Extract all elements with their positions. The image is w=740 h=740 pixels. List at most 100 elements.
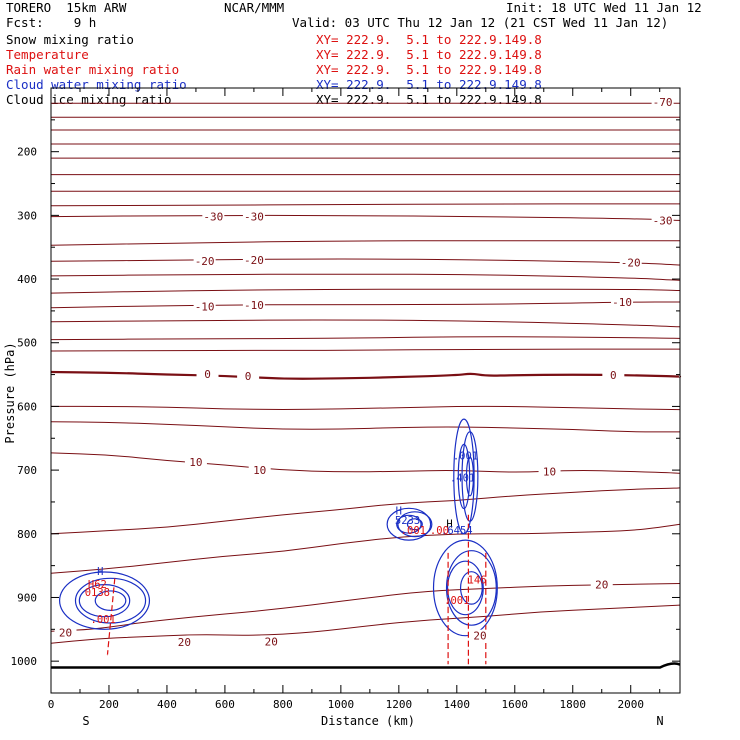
temperature-contour-17 (50, 203, 681, 207)
cloud-water-contour-0-0 (58, 571, 151, 630)
y-tick-label-5: 700 (17, 464, 37, 477)
x-tick-label-9: 1800 (560, 698, 587, 711)
temperature-contour-13 (50, 273, 681, 281)
temperature-label-bg-0 (651, 96, 674, 109)
temperature-label-bg-17 (173, 636, 196, 649)
cloud-water-contour-1-2 (446, 560, 484, 616)
temperature-contour-16 (50, 214, 681, 221)
temperature-label-6: -20 (621, 256, 641, 269)
temperature-label-9: -10 (612, 296, 632, 309)
temperature-label-7: -10 (195, 300, 215, 313)
temperature-label-bg-7 (193, 300, 216, 313)
cloud-water-contours (58, 418, 498, 637)
temperature-label-bg-6 (619, 256, 642, 269)
temperature-label-2: -30 (244, 211, 264, 224)
field-xy-snow: XY= 222.9. 5.1 to 222.9.149.8 (316, 32, 542, 47)
contour-labels: -70 -30 -30 -30 -20 -20 -20 -10 -10 -10 0 0 0 10 10 10 2… (54, 96, 674, 649)
valid-time: Valid: 03 UTC Thu 12 Jan 12 (21 CST Wed … (292, 15, 669, 30)
x-tick-label-0: 0 (48, 698, 55, 711)
x-tick-label-5: 1000 (328, 698, 355, 711)
cloud-water-contour-1-3 (459, 571, 483, 605)
temperature-label-20: 20 (473, 630, 486, 643)
field-name-temperature: Temperature (6, 47, 89, 62)
rain-label-4: .001 (91, 614, 116, 626)
temperature-label-14: 10 (253, 464, 266, 477)
cloud-label-6: .401 (450, 473, 475, 485)
x-tick-label-3: 600 (215, 698, 235, 711)
temperature-label-bg-10 (196, 367, 219, 380)
temperature-label-8: -10 (244, 299, 264, 312)
x-end-label-right: N (656, 714, 663, 728)
x-axis-label: Distance (km) (321, 714, 415, 728)
field-xy-temperature: XY= 222.9. 5.1 to 222.9.149.8 (316, 47, 542, 62)
temperature-label-bg-13 (184, 455, 207, 468)
temperature-contour-12 (50, 288, 681, 294)
x-tick-label-7: 1400 (444, 698, 471, 711)
temperature-contour-6 (51, 405, 681, 411)
cloud-water-contour-2-1 (397, 511, 433, 538)
temperature-label-bg-8 (242, 299, 265, 312)
cloud-label-0: H (97, 566, 103, 578)
init-time: Init: 18 UTC Wed 11 Jan 12 (506, 0, 702, 15)
temperature-label-bg-12 (602, 369, 625, 382)
rain-label-3: .001 (444, 595, 469, 607)
y-tick-label-4: 600 (17, 400, 37, 413)
cloud-label-1: H (396, 506, 402, 518)
temperature-label-17: 20 (178, 636, 191, 649)
cloud-label-4: .6454 (441, 525, 473, 537)
run-title: TORERO 15km ARW (6, 0, 127, 15)
temperature-contour-7 (50, 370, 682, 380)
cloud-label-3: H (446, 518, 452, 530)
cloud-water-contour-0-1 (74, 577, 147, 624)
rain-label-5: H62 (88, 579, 107, 591)
cloud-water-contour-1-0 (432, 539, 498, 637)
temperature-contour-0 (50, 583, 681, 632)
temperature-label-bg-20 (468, 629, 491, 642)
temperature-contour-9 (50, 336, 681, 341)
ground-line (51, 662, 681, 669)
x-end-label-left: S (82, 714, 89, 728)
temperature-contour-14 (50, 258, 681, 266)
temperature-label-10: 0 (204, 368, 211, 381)
y-tick-label-2: 400 (17, 273, 37, 286)
cloud-water-contour-0-3 (94, 590, 127, 612)
temperature-contour-15 (50, 240, 681, 246)
y-tick-label-3: 500 (17, 337, 37, 350)
x-tick-label-10: 2000 (617, 698, 644, 711)
field-name-rain: Rain water mixing ratio (6, 62, 180, 77)
temperature-contour-1 (50, 604, 681, 644)
temperature-label-3: -30 (653, 214, 673, 227)
rain-water-contours (106, 514, 487, 665)
cloud-label-2: 5233 (395, 515, 420, 527)
temperature-label-bg-16 (54, 626, 77, 639)
x-tick-label-1: 200 (99, 698, 119, 711)
temperature-label-4: -20 (195, 255, 215, 268)
center-label: NCAR/MMM (224, 0, 285, 15)
axes: 0 200 400 600 800 1000 1200 1400 1600 1800 2000200… (11, 87, 681, 711)
temperature-label-bg-4 (193, 255, 216, 268)
forecast-hour: Fcst: 9 h (6, 15, 97, 30)
temperature-label-19: 20 (595, 579, 608, 592)
temperature-label-18: 20 (265, 635, 278, 648)
temperature-label-bg-19 (590, 578, 613, 591)
temperature-contour-10 (50, 319, 681, 328)
temperature-label-bg-14 (248, 464, 271, 477)
cloud-water-contour-3-2 (457, 443, 471, 510)
temperature-label-1: -30 (203, 211, 223, 224)
temperature-label-13: 10 (189, 456, 202, 469)
y-tick-label-6: 800 (17, 528, 37, 541)
y-tick-label-7: 900 (17, 591, 37, 604)
rain-label-0: .001 (401, 525, 426, 537)
temperature-contour-3 (50, 487, 681, 535)
y-tick-label-0: 200 (17, 146, 37, 159)
temperature-label-bg-3 (651, 214, 674, 227)
temperature-label-bg-5 (242, 253, 265, 266)
cloud-water-contour-1-1 (445, 550, 497, 626)
field-xy-rain: XY= 222.9. 5.1 to 222.9.149.8 (316, 62, 542, 77)
y-tick-label-1: 300 (17, 209, 37, 222)
temperature-label-15: 10 (543, 465, 556, 478)
temperature-contour-11 (50, 301, 681, 309)
x-tick-label-6: 1200 (386, 698, 413, 711)
plot-frame (50, 87, 681, 694)
